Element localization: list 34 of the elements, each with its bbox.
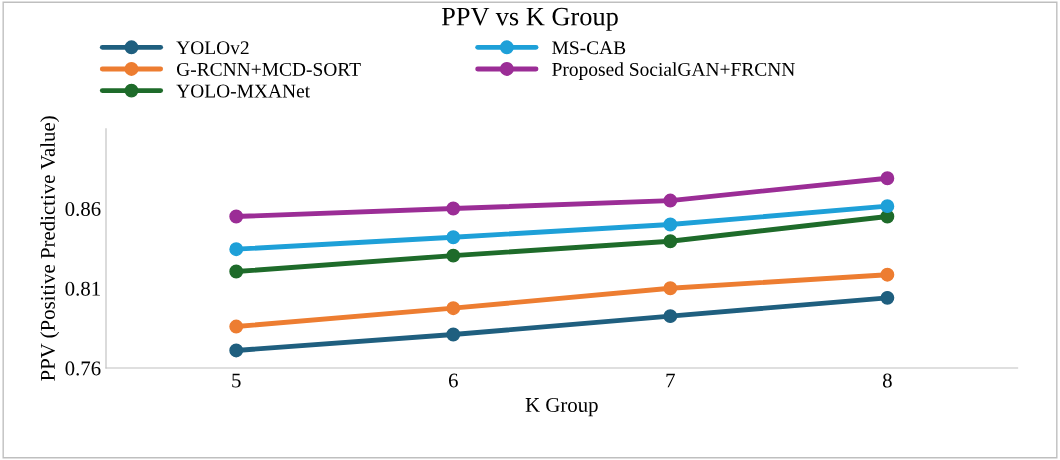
point xyxy=(663,193,678,208)
x-tick-label: 8 xyxy=(882,373,892,388)
point xyxy=(663,309,678,324)
point xyxy=(446,230,461,245)
point xyxy=(880,171,895,186)
point xyxy=(229,319,244,334)
point xyxy=(663,217,678,232)
x-axis-title: K Group xyxy=(525,397,598,417)
y-tick-label: 0.86 xyxy=(65,201,101,217)
legend-label: YOLOv2 xyxy=(176,41,249,55)
point xyxy=(880,290,895,305)
point xyxy=(229,209,244,224)
point xyxy=(880,199,895,214)
point xyxy=(446,201,461,216)
legend-label: G-RCNN+MCD-SORT xyxy=(176,62,361,76)
x-tick-label: 5 xyxy=(232,373,241,388)
legend-label: MS-CAB xyxy=(552,41,626,55)
x-tick-label: 6 xyxy=(448,373,458,388)
point xyxy=(446,327,461,342)
point xyxy=(663,234,678,249)
point xyxy=(229,242,244,257)
point xyxy=(446,301,461,316)
point xyxy=(229,343,244,358)
y-tick-label: 0.76 xyxy=(65,361,101,376)
point xyxy=(663,281,678,296)
point xyxy=(446,248,461,263)
y-axis-title: PPV (Positive Predictive Value) xyxy=(40,116,60,381)
legend-label: Proposed SocialGAN+FRCNN xyxy=(552,62,795,80)
y-tick-label: 0.81 xyxy=(65,281,100,296)
legend-label: YOLO-MXANet xyxy=(176,84,310,98)
point xyxy=(229,264,244,279)
x-tick-label: 7 xyxy=(666,373,675,388)
chart-title: PPV vs K Group xyxy=(441,7,618,31)
point xyxy=(880,267,895,282)
